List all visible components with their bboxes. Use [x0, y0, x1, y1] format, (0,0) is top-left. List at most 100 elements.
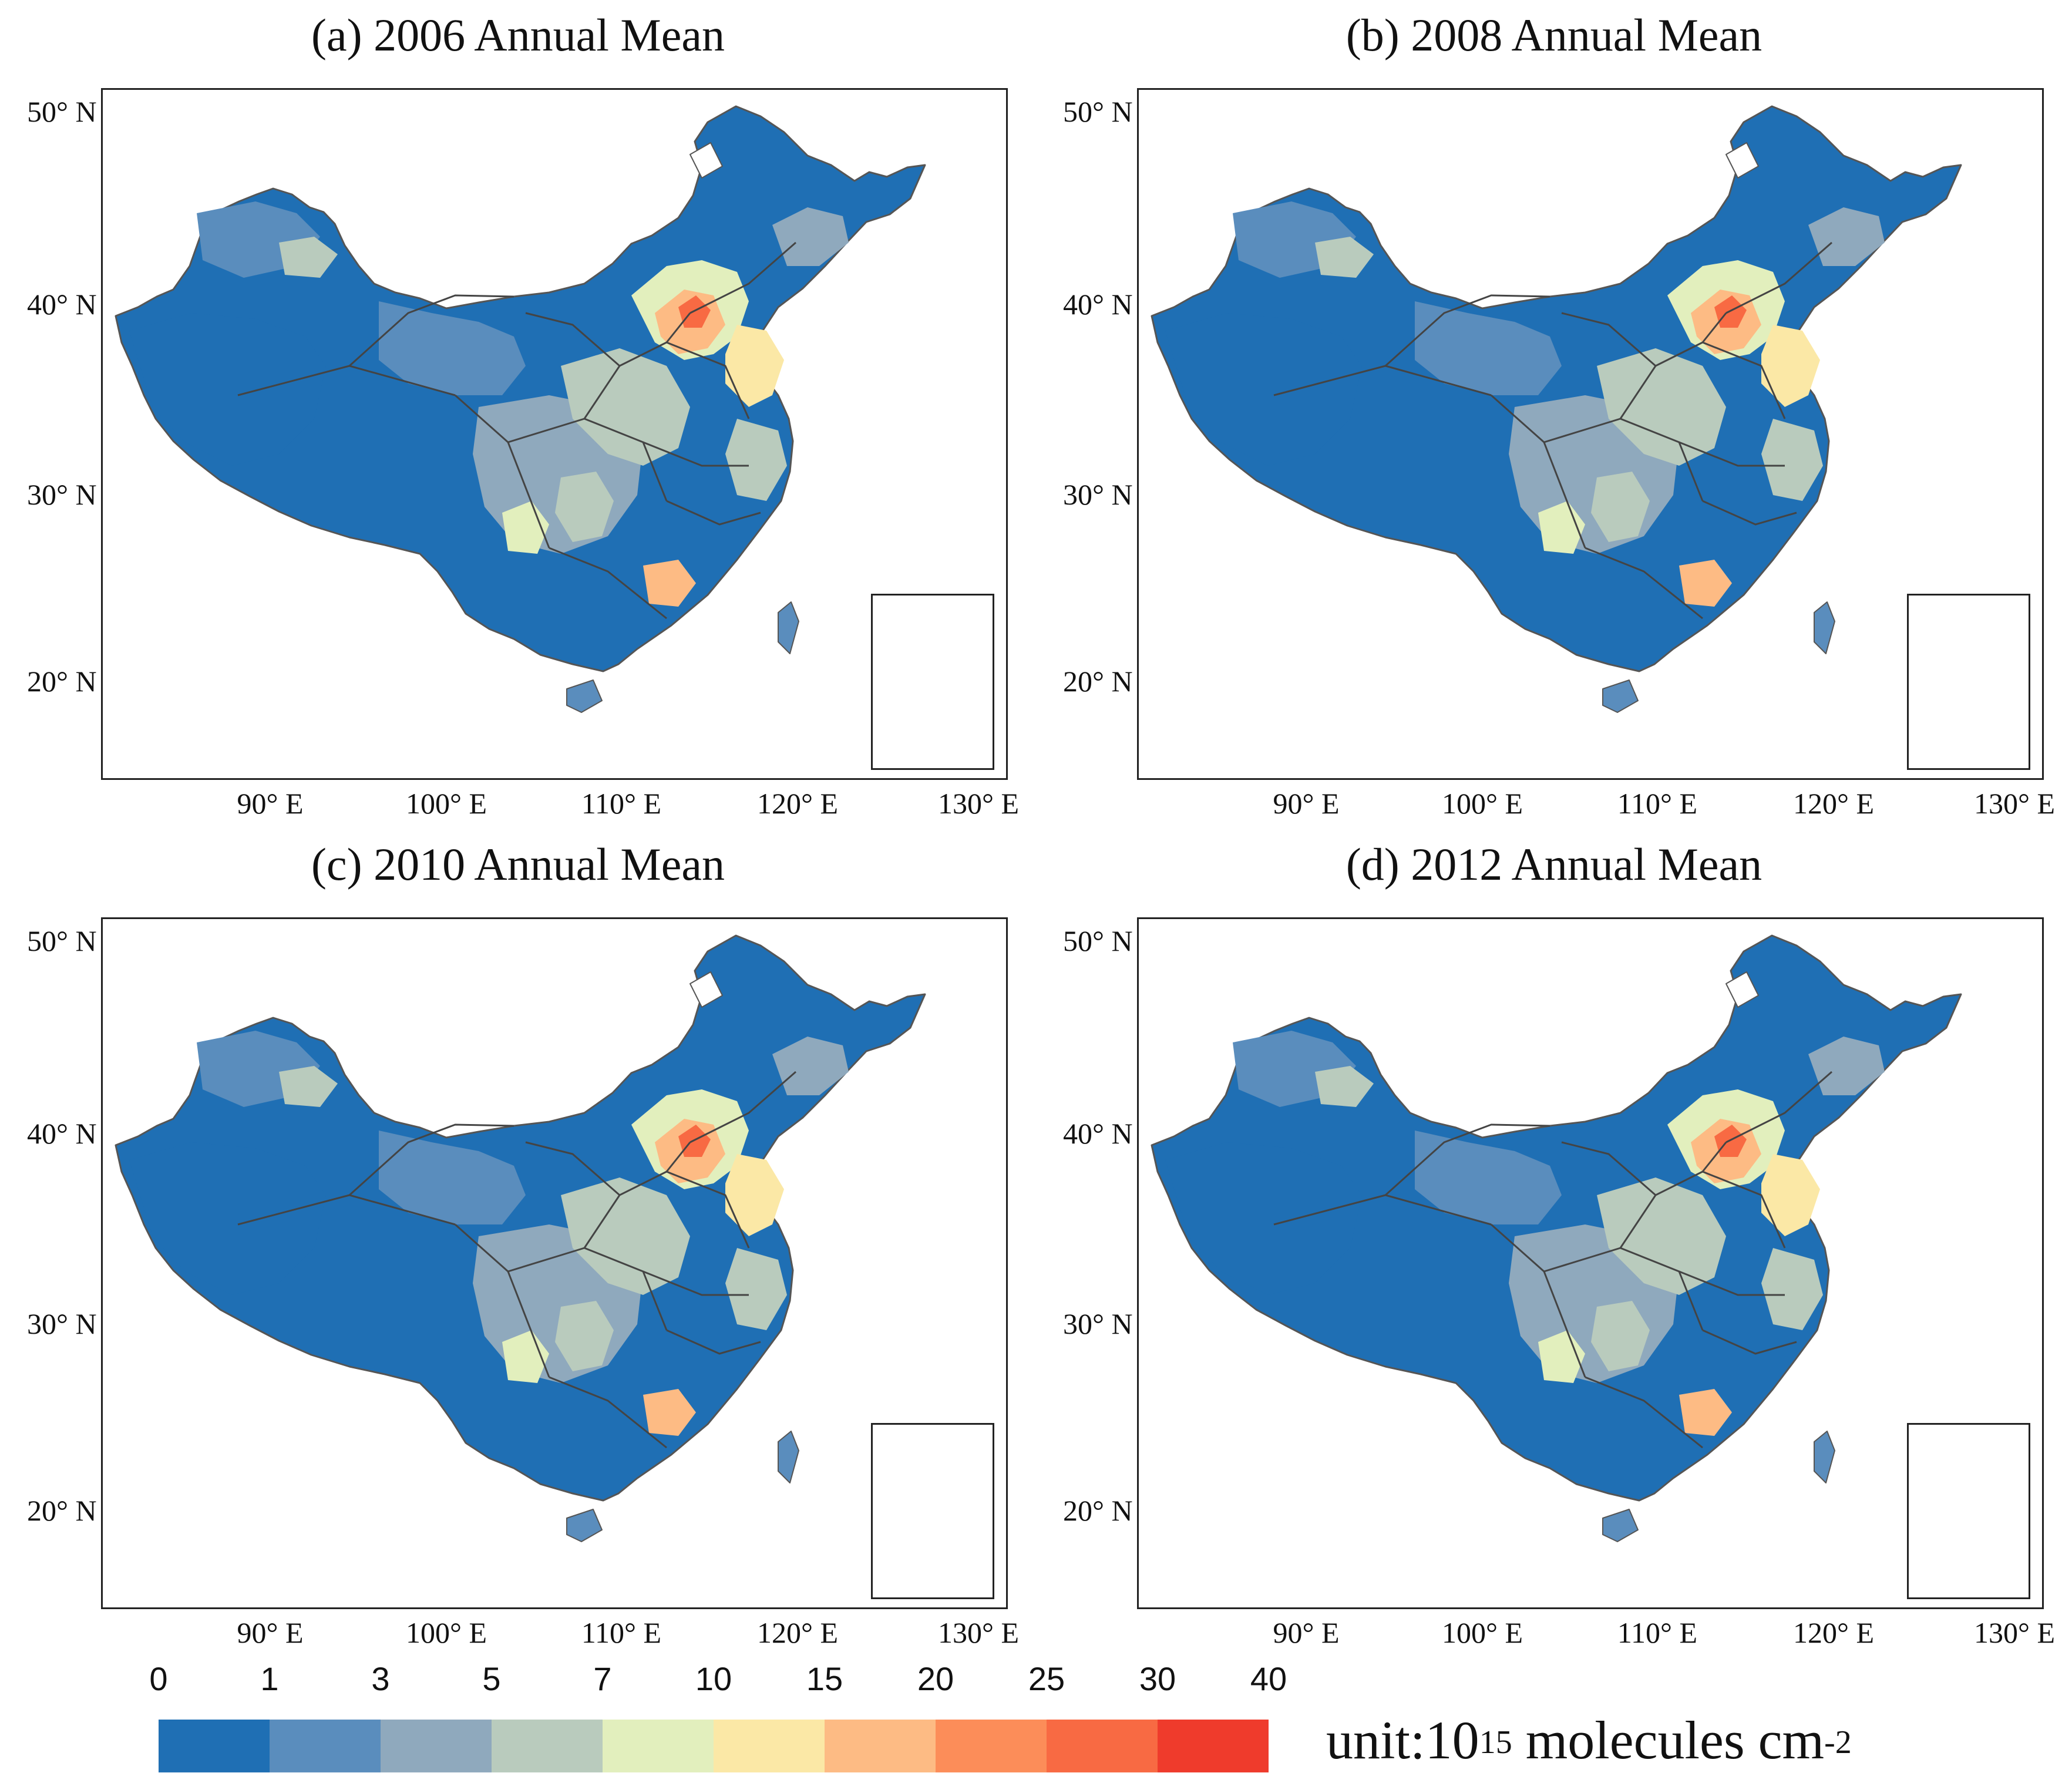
legend-tick: 20 — [917, 1660, 954, 1697]
lat-label-30: 30° N — [27, 478, 97, 511]
concentration-region — [1538, 501, 1585, 554]
color-legend: 0 1 3 5 7 10 15 20 25 30 40 unit:1015 mo… — [0, 1644, 2072, 1773]
concentration-region — [725, 419, 787, 501]
unit-prefix: unit:10 — [1326, 1710, 1479, 1770]
concentration-region — [1415, 301, 1562, 395]
legend-tick: 1 — [260, 1660, 279, 1697]
panel-title: (c) 2010 Annual Mean — [311, 839, 725, 890]
concentration-region — [279, 237, 338, 278]
taiwan — [778, 1431, 799, 1483]
concentration-region — [379, 301, 526, 395]
lon-label-100: 100° E — [405, 787, 487, 820]
legend-swatch — [1158, 1720, 1269, 1772]
concentration-region — [279, 1066, 338, 1107]
province-border — [1619, 1142, 1727, 1249]
legend-tick: 30 — [1139, 1660, 1176, 1697]
legend-swatch — [936, 1720, 1047, 1772]
map-frame — [1137, 88, 2044, 780]
province-border — [1543, 1247, 1704, 1331]
concentration-region — [561, 348, 690, 466]
province-border — [583, 1142, 691, 1249]
concentration-region — [1761, 325, 1820, 407]
province-border — [1702, 1170, 1786, 1249]
hainan — [1602, 1509, 1639, 1542]
legend-swatch — [159, 1720, 270, 1772]
lon-label-110: 110° E — [581, 1616, 662, 1649]
legend-swatch — [270, 1720, 381, 1772]
concentration-region — [502, 501, 549, 554]
unit-middle: molecules cm — [1512, 1710, 1825, 1770]
lon-label-120: 120° E — [1792, 787, 1875, 820]
concentration-region — [129, 313, 326, 466]
taiwan — [1814, 601, 1835, 654]
lat-label-30: 30° N — [1063, 478, 1133, 511]
south-china-sea-inset — [1907, 594, 2030, 770]
map-frame — [1137, 917, 2044, 1609]
province-border — [666, 341, 750, 419]
concentration-region — [643, 1389, 696, 1436]
concentration-region — [725, 325, 784, 407]
province-border — [525, 1141, 620, 1196]
water-body — [1725, 142, 1759, 179]
province-border — [1702, 341, 1786, 419]
unit-exponent-neg2: -2 — [1824, 1724, 1852, 1761]
concentration-region — [1538, 1330, 1585, 1383]
lon-label-100: 100° E — [1441, 1616, 1523, 1649]
concentration-region — [555, 472, 614, 542]
lat-label-50: 50° N — [1063, 95, 1133, 128]
concentration-region — [1597, 1177, 1726, 1295]
concentration-region — [1315, 237, 1374, 278]
lon-label-100: 100° E — [1441, 787, 1523, 820]
south-china-sea-inset — [871, 594, 994, 770]
china-map — [115, 934, 926, 1542]
province-border — [549, 1376, 667, 1449]
taiwan — [778, 601, 799, 654]
lat-label-20: 20° N — [1063, 665, 1133, 698]
legend-tick: 15 — [806, 1660, 843, 1697]
panel-title: (b) 2008 Annual Mean — [1346, 9, 1762, 60]
water-body — [689, 142, 723, 179]
province-border — [1619, 312, 1727, 419]
lon-label-120: 120° E — [756, 787, 839, 820]
water-body — [689, 971, 723, 1008]
concentration-region — [1761, 1154, 1820, 1236]
concentration-region — [129, 1142, 326, 1295]
province-border — [1384, 294, 1550, 367]
province-border — [666, 1170, 750, 1249]
legend-tick: 5 — [482, 1660, 501, 1697]
concentration-region — [725, 1154, 784, 1236]
panel-a: (a) 2006 Annual Mean 50° N 40° N 30° N 2… — [0, 0, 1036, 822]
province-border — [1702, 1329, 1797, 1355]
legend-tick: 40 — [1250, 1660, 1287, 1697]
panel-title: (d) 2012 Annual Mean — [1346, 839, 1762, 890]
legend-tick: 0 — [149, 1660, 168, 1697]
province-border — [666, 1329, 761, 1355]
lat-label-20: 20° N — [27, 1494, 97, 1527]
lat-label-40: 40° N — [1063, 288, 1133, 321]
legend-tick: 3 — [371, 1660, 390, 1697]
concentration-region — [1761, 419, 1823, 501]
concentration-region — [1165, 313, 1362, 466]
province-border — [1679, 441, 1785, 467]
province-border — [643, 441, 749, 467]
hainan — [1602, 679, 1639, 713]
concentration-region — [643, 560, 696, 607]
legend-swatch — [492, 1720, 603, 1772]
lon-label-130: 130° E — [937, 1616, 1020, 1649]
lat-label-40: 40° N — [1063, 1117, 1133, 1150]
lat-label-20: 20° N — [27, 665, 97, 698]
south-china-sea-inset — [871, 1423, 994, 1599]
legend-swatch — [603, 1720, 714, 1772]
province-border — [525, 312, 620, 367]
concentration-region — [1808, 207, 1885, 266]
province-border — [507, 1247, 668, 1331]
lat-label-50: 50° N — [27, 95, 97, 128]
lat-label-50: 50° N — [27, 924, 97, 957]
unit-label: unit:1015 molecules cm-2 — [1326, 1708, 1852, 1772]
province-border — [348, 1123, 514, 1196]
lon-label-120: 120° E — [1792, 1616, 1875, 1649]
lat-label-50: 50° N — [1063, 924, 1133, 957]
lat-label-40: 40° N — [27, 288, 97, 321]
legend-swatch — [714, 1720, 825, 1772]
province-border — [583, 312, 691, 419]
